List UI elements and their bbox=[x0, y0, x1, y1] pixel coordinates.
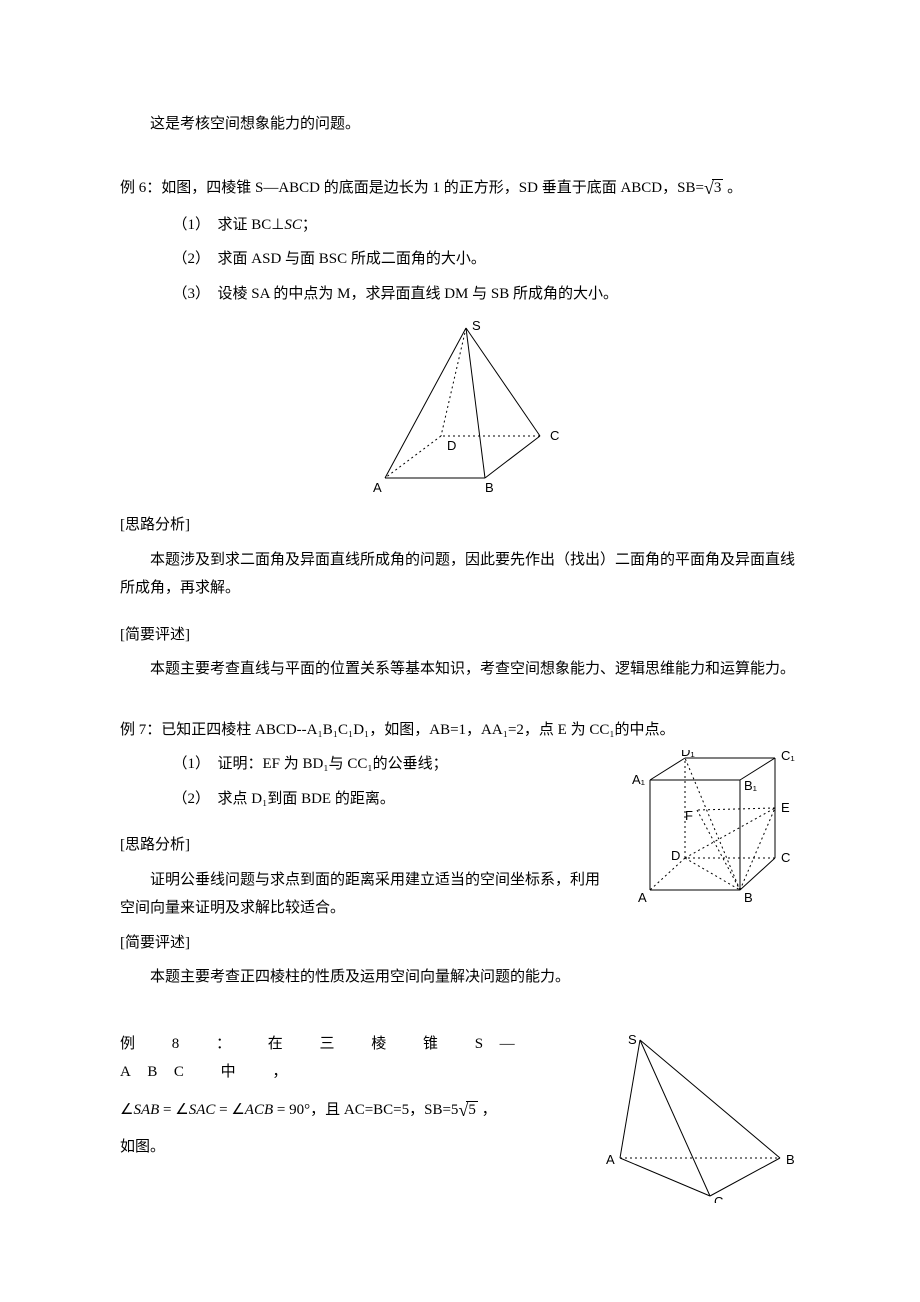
svg-text:A₁: A₁ bbox=[632, 772, 646, 787]
ex6-analysis-label: [思路分析] bbox=[120, 511, 800, 540]
svg-text:B: B bbox=[744, 890, 753, 905]
svg-text:B: B bbox=[485, 480, 494, 493]
svg-text:A: A bbox=[373, 480, 382, 493]
figure-ex8: S A B C bbox=[600, 1028, 800, 1203]
svg-text:E: E bbox=[781, 800, 790, 815]
page: 这是考核空间想象能力的问题。 例 6：如图，四棱锥 S—ABCD 的底面是边长为… bbox=[0, 0, 920, 1249]
ex7-review-label: [简要评述] bbox=[120, 929, 800, 958]
svg-text:C: C bbox=[550, 428, 559, 443]
intro-line: 这是考核空间想象能力的问题。 bbox=[120, 110, 800, 139]
svg-text:B: B bbox=[786, 1152, 795, 1167]
svg-text:B₁: B₁ bbox=[744, 778, 758, 793]
svg-text:F: F bbox=[685, 808, 693, 823]
figure-ex6: S A B C D bbox=[335, 318, 585, 493]
ex7-review-body: 本题主要考查正四棱柱的性质及运用空间向量解决问题的能力。 bbox=[120, 963, 800, 992]
ex6-q2: （2） 求面 ASD 与面 BSC 所成二面角的大小。 bbox=[120, 245, 800, 274]
sqrt-3: √3 bbox=[704, 171, 723, 205]
svg-text:C: C bbox=[714, 1194, 723, 1203]
svg-text:D: D bbox=[671, 848, 680, 863]
ex6-review-body: 本题主要考查直线与平面的位置关系等基本知识，考查空间想象能力、逻辑思维能力和运算… bbox=[120, 655, 800, 684]
ex6-heading-suffix: 。 bbox=[723, 180, 742, 196]
ex6-heading-prefix: 例 6：如图，四棱锥 S—ABCD 的底面是边长为 1 的正方形，SD 垂直于底… bbox=[120, 180, 704, 196]
svg-text:A: A bbox=[606, 1152, 615, 1167]
ex7-heading: 例 7：已知正四棱柱 ABCD--A₁B₁C₁D₁，如图，AB=1，AA₁=2，… bbox=[120, 716, 800, 745]
svg-text:S: S bbox=[628, 1032, 637, 1047]
svg-text:D: D bbox=[447, 438, 456, 453]
svg-text:D₁: D₁ bbox=[681, 750, 695, 759]
ex6-heading: 例 6：如图，四棱锥 S—ABCD 的底面是边长为 1 的正方形，SD 垂直于底… bbox=[120, 171, 800, 205]
ex6-q3: （3） 设棱 SA 的中点为 M，求异面直线 DM 与 SB 所成角的大小。 bbox=[120, 280, 800, 309]
svg-text:C: C bbox=[781, 850, 790, 865]
svg-text:C₁: C₁ bbox=[781, 750, 795, 763]
ex6-q1: （1） 求证 BC⊥SC； bbox=[120, 211, 800, 240]
figure-ex7: A B C D A₁ B₁ C₁ D₁ E F bbox=[630, 750, 800, 905]
ex6-review-label: [简要评述] bbox=[120, 621, 800, 650]
svg-text:S: S bbox=[472, 318, 481, 333]
ex6-analysis-body: 本题涉及到求二面角及异面直线所成角的问题，因此要先作出（找出）二面角的平面角及异… bbox=[120, 546, 800, 603]
sqrt-5: √5 bbox=[458, 1093, 477, 1127]
svg-text:A: A bbox=[638, 890, 647, 905]
